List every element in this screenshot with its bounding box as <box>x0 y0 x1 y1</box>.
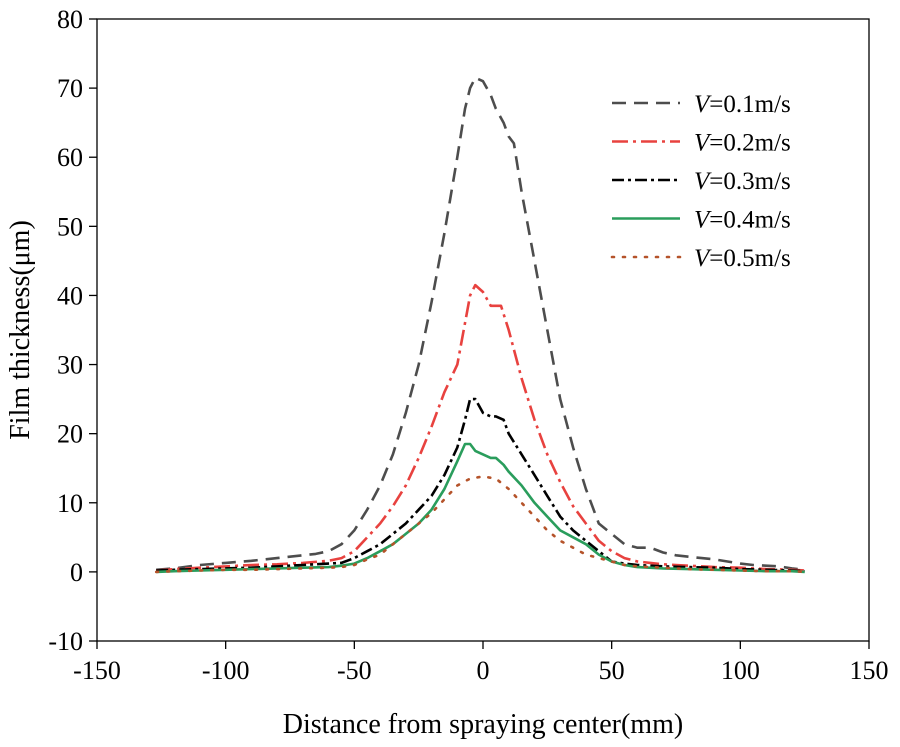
series-line-1 <box>156 76 805 572</box>
legend: V=0.1m/sV=0.2m/sV=0.3m/sV=0.4m/sV=0.5m/s <box>610 91 791 272</box>
legend-label-3: V=0.3m/s <box>694 168 791 195</box>
legend-label-2: V=0.2m/s <box>694 130 791 157</box>
y-tick-label: -10 <box>48 627 83 656</box>
legend-variable: V <box>694 130 712 157</box>
x-axis-ticks: -150 -100 -50 0 50 100 150 <box>73 641 889 685</box>
x-tick-label: 150 <box>850 656 889 685</box>
y-tick-label: 60 <box>57 143 83 172</box>
legend-value: =0.3m/s <box>709 168 790 195</box>
series-line-5 <box>154 475 807 574</box>
series-lines <box>154 76 807 574</box>
y-axis-ticks: -10 0 10 20 30 40 50 60 70 80 <box>48 5 97 656</box>
series-line-3 <box>156 397 805 573</box>
y-tick-label: 20 <box>57 420 83 449</box>
legend-label-4: V=0.4m/s <box>694 207 791 234</box>
legend-value: =0.4m/s <box>709 207 790 234</box>
y-tick-label: 80 <box>57 5 83 34</box>
x-tick-label: -150 <box>73 656 121 685</box>
x-axis-title: Distance from spraying center(mm) <box>283 709 683 740</box>
y-axis-title: Film thickness(μm) <box>5 220 36 440</box>
x-tick-label: 100 <box>721 656 760 685</box>
y-tick-label: 30 <box>57 351 83 380</box>
y-tick-label: 0 <box>70 558 83 587</box>
y-tick-label: 40 <box>57 281 83 310</box>
legend-value: =0.5m/s <box>709 245 790 272</box>
series-line-2 <box>156 283 805 572</box>
x-tick-label: -50 <box>337 656 372 685</box>
legend-label-5: V=0.5m/s <box>694 245 791 272</box>
legend-value: =0.2m/s <box>709 130 790 157</box>
y-tick-label: 70 <box>57 74 83 103</box>
legend-variable: V <box>694 207 712 234</box>
legend-value: =0.1m/s <box>709 91 790 118</box>
x-tick-label: -100 <box>202 656 250 685</box>
legend-variable: V <box>694 245 712 272</box>
y-tick-label: 10 <box>57 489 83 518</box>
y-tick-label: 50 <box>57 212 83 241</box>
legend-variable: V <box>694 168 712 195</box>
series-line-4 <box>156 442 805 574</box>
x-tick-label: 50 <box>599 656 625 685</box>
legend-variable: V <box>694 91 712 118</box>
legend-label-1: V=0.1m/s <box>694 91 791 118</box>
x-tick-label: 0 <box>477 656 490 685</box>
